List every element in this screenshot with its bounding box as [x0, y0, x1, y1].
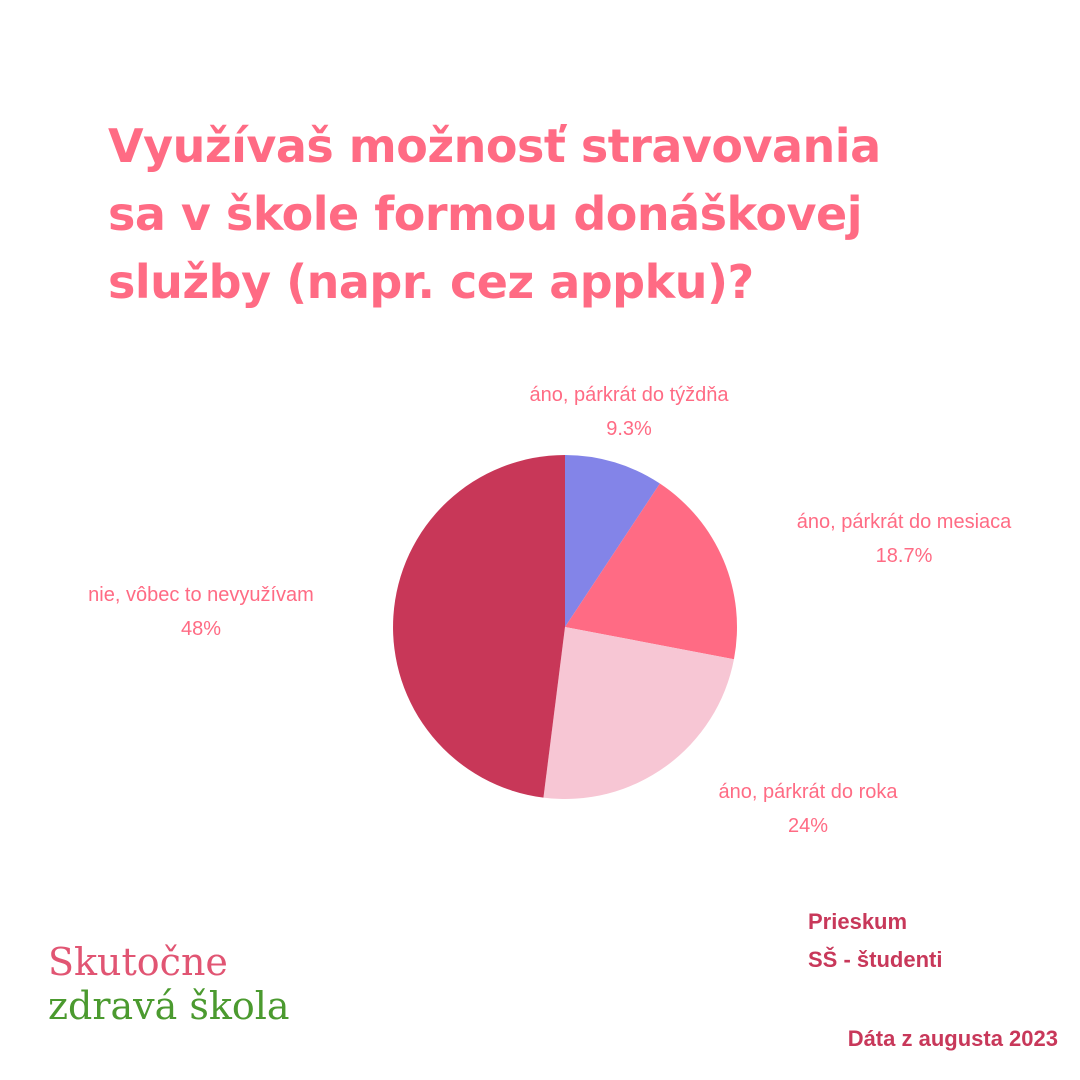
slice-label-never-name: nie, vôbec to nevyužívam [88, 584, 314, 606]
logo-line-1: Skutočne [48, 940, 228, 984]
slice-label-monthly-name: áno, párkrát do mesiaca [796, 511, 1012, 533]
slice-label-weekly-name: áno, párkrát do týždňa [529, 384, 729, 406]
slice-label-weekly: áno, párkrát do týždňa 9.3% [529, 378, 728, 446]
logo: Skutočne zdravá škola [48, 940, 290, 1028]
title-line-2: sa v škole formou donáškovej [108, 187, 862, 241]
chart-title: Využívaš možnosť stravovania sa v škole … [108, 112, 988, 316]
slice-label-monthly: áno, párkrát do mesiaca 18.7% [797, 505, 1012, 573]
survey-info: Prieskum SŠ - študenti [808, 903, 942, 979]
slice-label-yearly: áno, párkrát do roka 24% [719, 775, 898, 843]
title-line-3: služby (napr. cez appku)? [108, 255, 754, 309]
slice-label-yearly-name: áno, párkrát do roka [718, 781, 898, 803]
slice-label-never-value: 48% [180, 618, 222, 640]
pie-slice-weekly [565, 455, 660, 627]
logo-line-2: zdravá škola [48, 984, 290, 1028]
pie-slice-yearly [543, 627, 734, 799]
slice-label-weekly-value: 9.3% [606, 418, 652, 440]
survey-title: Prieskum [808, 909, 908, 934]
survey-audience: SŠ - študenti [808, 947, 943, 972]
pie-slice-monthly [565, 483, 737, 660]
title-line-1: Využívaš možnosť stravovania [108, 119, 881, 173]
survey-date: Dáta z augusta 2023 [847, 1026, 1058, 1051]
slice-label-monthly-value: 18.7% [875, 545, 933, 567]
slice-label-yearly-value: 24% [787, 815, 829, 837]
slice-label-never: nie, vôbec to nevyužívam 48% [88, 578, 314, 646]
pie-slice-never [393, 455, 565, 798]
